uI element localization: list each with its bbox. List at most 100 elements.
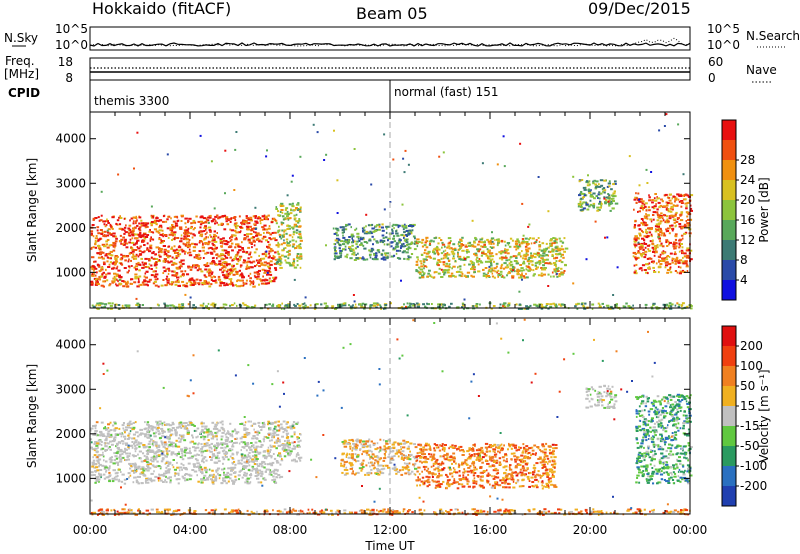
power-cell-1208 [259,217,261,220]
power-cell-3412 [649,218,653,221]
velocity-cell-649 [106,442,109,445]
velocity-cell-561 [180,448,184,451]
velocity-cell-869 [91,465,95,468]
power-cell-371 [254,220,258,223]
power-cell-360 [166,250,170,253]
power-cell-2027 [387,237,391,240]
velocity-cell-581 [240,456,244,459]
velocity-cell-511 [172,466,175,469]
power-cell-1983 [403,257,406,260]
power-cell-1487 [295,220,299,223]
power-cell-427 [134,273,138,276]
power-cell-999 [205,227,208,230]
power-cell-3675 [402,157,405,160]
power-cell-3682 [508,262,511,265]
power-cell-794 [211,248,214,250]
power-cell-2771 [521,238,525,240]
power-cell-3112 [663,232,666,235]
power-cell-1270 [268,232,271,234]
power-cell-3508 [662,250,665,253]
power-cell-2652 [563,250,566,253]
power-cell-1105 [256,277,259,280]
power-cell-1949 [503,304,506,307]
power-cell-1136 [245,217,250,220]
date-title: 09/Dec/2015 [588,0,691,18]
power-cell-2929 [452,243,456,246]
power-cell-1686 [352,304,354,307]
power-cell-1024 [102,285,105,288]
velocity-cell-738 [226,432,230,435]
power-cell-1396 [119,258,122,261]
velocity-cell-605 [204,449,208,452]
power-cell-913 [193,282,197,285]
power-cell-59 [166,279,170,282]
power-cell-917 [166,275,169,278]
velocity-cell-416 [166,450,169,453]
power-cell-1556 [291,236,294,239]
power-cell-2749 [517,253,521,256]
power-cell-3568 [635,263,638,266]
power-cell-3625 [572,175,575,178]
power-cell-3716 [604,236,606,239]
power-cell-422 [149,246,152,249]
power-cell-1495 [286,217,291,220]
power-cell-1796 [369,307,372,310]
power-cell-3093 [581,179,584,181]
power-cell-3453 [656,197,659,200]
power-cell-1230 [208,285,212,288]
velocity-cell-107 [157,479,160,482]
power-cell-2766 [444,249,447,252]
velocity-cell-775 [151,460,155,463]
power-cell-1098 [164,253,168,255]
velocity-cell-1073 [215,435,218,438]
velocity-cell-464 [130,426,132,429]
power-cell-1852 [92,305,96,308]
velocity-cell-1007 [252,446,255,449]
power-cell-1292 [175,256,178,259]
power-cell-1551 [279,235,281,238]
velocity-cell-615 [167,471,171,474]
velocity-cell-715 [265,455,268,458]
power-cell-1123 [149,244,153,247]
power-cell-518 [158,250,162,253]
power-cell-2890 [528,260,532,262]
power-cell-524 [209,246,213,249]
velocity-cell-1093 [159,477,162,480]
power-cell-3096 [588,180,591,183]
power-cell-1685 [205,305,208,308]
velocity-cell-496 [234,479,237,482]
power-cell-2943 [542,268,547,271]
power-cell-3040 [582,207,586,210]
velocity-cell-509 [113,459,116,462]
power-cell-424 [167,272,170,275]
velocity-cell-728 [222,442,225,445]
power-cell-200 [93,260,95,263]
power-cell-1670 [192,304,195,307]
power-cell-84 [226,275,230,278]
velocity-cell-628 [227,467,231,470]
power-cell-1366 [172,234,174,237]
power-cell-3008 [600,184,604,187]
power-cell-2224 [382,249,385,252]
power-cell-1585 [283,233,285,236]
power-cell-2280 [406,235,408,237]
power-cell-1878 [296,303,299,305]
power-cell-1917 [174,306,178,309]
velocity-cell-519 [267,446,270,449]
power-cell-2575 [425,266,428,268]
power-cell-2185 [343,231,345,234]
power-cell-1375 [229,268,232,271]
power-cell-1085 [90,283,94,286]
power-cell-306 [162,266,166,269]
power-cell-2645 [532,269,535,272]
power-cell-2641 [555,247,559,250]
power-cell-1867 [126,305,130,308]
power-cell-1331 [194,243,196,246]
power-cell-2285 [342,234,344,237]
power-cell-3613 [663,125,666,127]
power-cell-878 [102,261,106,264]
power-cell-1847 [444,304,446,307]
power-cell-171 [148,278,152,281]
velocity-cell-944 [144,435,147,438]
